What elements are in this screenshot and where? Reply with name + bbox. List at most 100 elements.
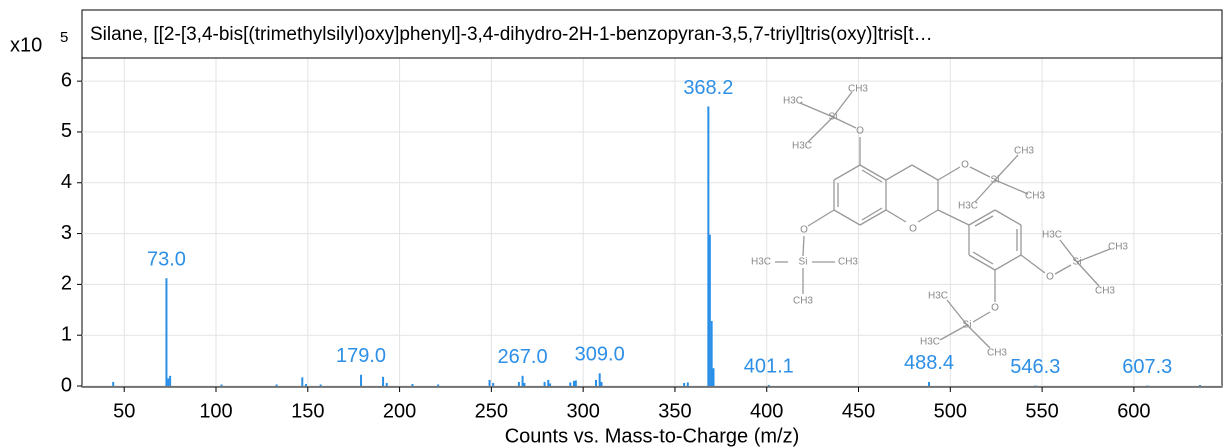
atom-label: CH3 xyxy=(1025,191,1045,202)
atom-label: O xyxy=(991,303,999,314)
y-tick-label: 4 xyxy=(61,171,72,193)
peak-label: 309.0 xyxy=(575,344,625,366)
y-tick-label: 3 xyxy=(61,222,72,244)
peak-label: 73.0 xyxy=(147,249,186,271)
bond xyxy=(911,164,939,181)
x-tick-label: 150 xyxy=(291,400,324,422)
structure xyxy=(775,91,1111,349)
atom-label: Si xyxy=(1073,257,1082,268)
bond xyxy=(1076,261,1100,287)
bond xyxy=(994,179,1029,195)
bond xyxy=(802,235,805,257)
atom-label: CH3 xyxy=(848,84,868,95)
peak-label: 401.1 xyxy=(744,355,794,377)
bond xyxy=(917,209,939,223)
y-scale-exponent: 5 xyxy=(60,29,68,46)
x-tick-label: 250 xyxy=(475,400,508,422)
x-tick-label: 100 xyxy=(199,400,232,422)
grid xyxy=(77,10,1222,392)
atom-label: Si xyxy=(991,175,1000,186)
x-tick-label: 600 xyxy=(1117,400,1150,422)
peak-label: 546.3 xyxy=(1010,356,1060,378)
x-tick-label: 500 xyxy=(934,400,967,422)
bond xyxy=(937,166,961,181)
atom-label: CH3 xyxy=(1014,146,1034,157)
bond xyxy=(1059,239,1078,263)
atom-label: H3C xyxy=(958,201,978,212)
bond xyxy=(885,164,913,181)
x-tick-label: 550 xyxy=(1025,400,1058,422)
atom-label: O xyxy=(856,126,864,137)
bond xyxy=(1054,264,1072,275)
y-scale: x10 xyxy=(10,34,42,56)
bond xyxy=(994,209,1022,226)
atom-label: H3C xyxy=(928,291,948,302)
atom-label: Si xyxy=(829,112,838,123)
bond xyxy=(832,91,853,118)
bond xyxy=(833,209,861,226)
marks xyxy=(112,106,1201,386)
bond xyxy=(807,209,835,227)
bond xyxy=(1076,248,1111,263)
bond xyxy=(1020,254,1046,274)
x-tick-label: 450 xyxy=(842,400,875,422)
x-tick-label: 300 xyxy=(566,400,599,422)
bond xyxy=(974,179,996,203)
x-axis-label: Counts vs. Mass-to-Charge (m/z) xyxy=(505,425,800,447)
peak-label: 179.0 xyxy=(336,345,386,367)
y-tick-label: 6 xyxy=(61,69,72,91)
bond xyxy=(994,254,1022,271)
bond xyxy=(861,169,883,183)
atom-label: Si xyxy=(799,257,808,268)
y-tick-label: 0 xyxy=(61,374,72,396)
bond xyxy=(968,209,996,226)
bond xyxy=(968,254,996,271)
bond xyxy=(859,164,887,181)
x-tick-label: 200 xyxy=(383,400,416,422)
x-tick-label: 350 xyxy=(658,400,691,422)
bond xyxy=(885,209,907,223)
atom-label: CH3 xyxy=(793,296,813,307)
atom-label: O xyxy=(961,160,969,171)
atom-label: H3C xyxy=(783,96,803,107)
atom-label: O xyxy=(800,225,808,236)
atom-label: O xyxy=(1046,272,1054,283)
x-tick-label: 400 xyxy=(750,400,783,422)
peak-label: 368.2 xyxy=(683,77,733,99)
x-tick-label: 50 xyxy=(113,400,135,422)
bond xyxy=(974,215,994,227)
bond xyxy=(946,299,968,326)
plot-frame xyxy=(81,9,1223,388)
bond xyxy=(833,164,861,181)
atom-label: CH3 xyxy=(1108,242,1128,253)
bond xyxy=(859,209,887,226)
peak-label: 607.3 xyxy=(1122,356,1172,378)
bond xyxy=(799,102,834,118)
peak-label: 267.0 xyxy=(498,346,548,368)
bond xyxy=(939,324,968,341)
bond xyxy=(972,311,991,323)
bond xyxy=(861,207,883,221)
bond xyxy=(807,116,834,143)
atom-label: H3C xyxy=(1042,230,1062,241)
bond xyxy=(994,154,1019,181)
atom-label: CH3 xyxy=(1095,286,1115,297)
atom-label: O xyxy=(909,224,917,235)
atom-label: Si xyxy=(963,320,972,331)
chart-title: Silane, [[2-[3,4-bis[(trimethylsilyl)oxy… xyxy=(90,24,933,45)
y-tick-label: 5 xyxy=(61,120,72,142)
bond xyxy=(832,116,857,129)
atom-label: H3C xyxy=(751,257,771,268)
peak-label: 488.4 xyxy=(904,352,954,374)
atom-label: H3C xyxy=(920,337,940,348)
atom-label: H3C xyxy=(792,141,812,152)
bond xyxy=(969,166,991,178)
title-box xyxy=(81,9,1223,59)
bond xyxy=(966,324,991,349)
y-tick-label: 2 xyxy=(61,273,72,295)
atom-label: CH3 xyxy=(838,257,858,268)
bond xyxy=(937,209,970,226)
atom-label: CH3 xyxy=(987,348,1007,359)
y-tick-label: 1 xyxy=(61,323,72,345)
